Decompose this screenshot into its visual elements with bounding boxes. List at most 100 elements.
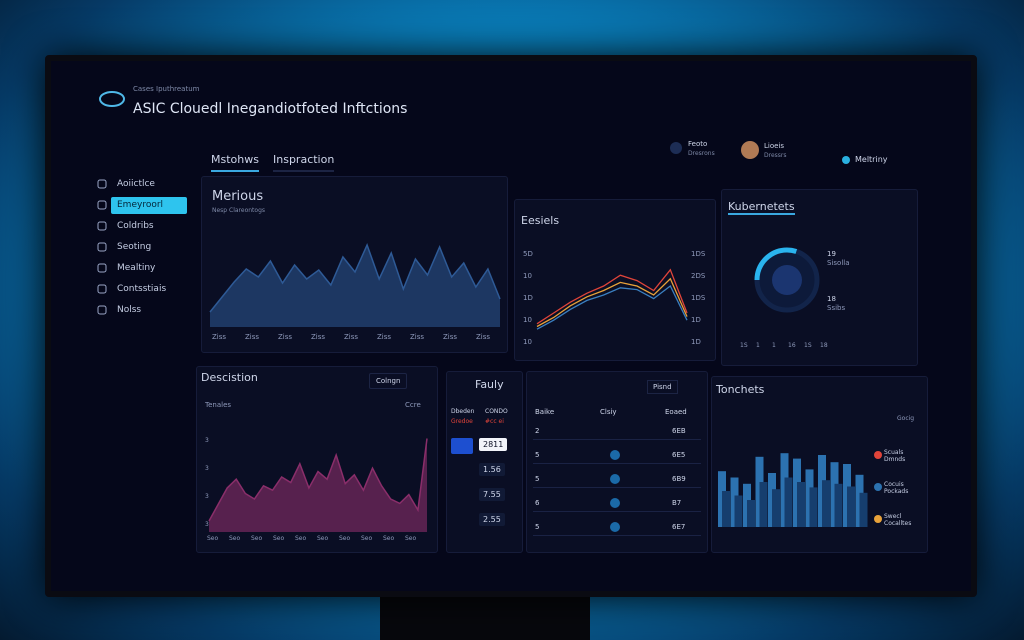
menu-icon (97, 305, 107, 315)
row-value: 2.55 (479, 513, 505, 526)
bar (809, 487, 818, 527)
chart (610, 498, 620, 508)
y-label: 5D (523, 250, 533, 258)
x-label: 18 (820, 342, 828, 349)
y-label: 10 (523, 316, 532, 324)
area (210, 245, 500, 327)
menu-item[interactable]: Mealtiny (117, 263, 156, 273)
row-icon (451, 438, 473, 454)
account-icon (842, 156, 850, 164)
y-label: 3 (205, 437, 209, 444)
row-line (533, 511, 701, 512)
menu-icon (97, 200, 107, 210)
x-label: 1S (804, 342, 812, 349)
y-label: 3 (205, 521, 209, 528)
chart (610, 522, 620, 532)
menu-icon (97, 179, 107, 189)
y-label: 1D (691, 316, 701, 324)
bar (822, 480, 830, 527)
cell: 5 (535, 475, 540, 483)
row-line (533, 463, 701, 464)
cell: 6E5 (672, 451, 686, 459)
line-series (536, 285, 688, 330)
panel-title: Fauly (475, 378, 504, 391)
x-label: Seo (251, 535, 263, 542)
app-title: ASIC Clouedl Inegandiotfoted Inftctions (133, 101, 408, 117)
bar (834, 483, 843, 527)
tab[interactable]: Inspraction (273, 153, 335, 172)
bar (772, 489, 780, 527)
panel-title: Merious (212, 189, 264, 204)
x-label: Ziss (278, 333, 293, 341)
chart (97, 284, 107, 294)
cell: 6EB (672, 427, 686, 435)
chart (874, 515, 882, 523)
chart (97, 263, 107, 273)
filter-button[interactable]: Colngn (369, 373, 408, 389)
row-line (533, 439, 701, 440)
chart (610, 474, 620, 484)
x-label: Ziss (443, 333, 458, 341)
chart (670, 142, 682, 154)
logo (99, 91, 125, 107)
y-label: 10 (523, 338, 532, 346)
bar (759, 482, 768, 527)
x-label: Ziss (212, 333, 227, 341)
chart (874, 451, 882, 459)
menu-item[interactable]: Coldribs (117, 221, 154, 231)
menu-icon (97, 221, 107, 231)
status-sub: Dresrons (688, 150, 715, 157)
description-panel: Descistion Colngn Tenales Ccre 3 3 3 3 Seo Seo Seo… (196, 366, 438, 553)
x-label: 1 (772, 342, 776, 349)
chart (718, 453, 868, 527)
stats-panel: Eesiels 5D 10 1D 10 10 1DS 2DS 1DS 1D 1D (514, 199, 716, 361)
menu-icon (97, 284, 107, 294)
row-line (533, 535, 701, 536)
menu-item[interactable]: Contsstiais (117, 284, 167, 294)
cell: 5 (535, 451, 540, 459)
bar (859, 492, 868, 527)
column-header: Baike (535, 408, 555, 416)
menu-item[interactable]: Aoiictlce (117, 179, 155, 189)
family-panel: Fauly Dbeden CONDO Gredoe #cc ei 2811 1.56 7.55… (446, 371, 523, 553)
legend-dot (874, 483, 882, 491)
note: Gocig (897, 415, 915, 422)
area (209, 438, 427, 532)
filter-button[interactable]: Pisnd (647, 380, 678, 394)
x-label: Seo (405, 535, 417, 542)
chart (208, 438, 428, 532)
row-value: 2811 (479, 438, 508, 451)
y-label: 1DS (691, 294, 706, 302)
row-icon (610, 498, 620, 508)
chart (99, 91, 125, 107)
menu-item[interactable]: Emeyroorl (117, 200, 164, 210)
menu-item[interactable]: Nolss (117, 305, 142, 315)
monitor-screen: Cases Iputhreatum ASIC Clouedl Inegandiot… (45, 55, 977, 597)
menu-item[interactable]: Seoting (117, 242, 152, 252)
cell: 6 (535, 499, 540, 507)
legend-item: Scuals Dmnds (884, 449, 906, 463)
row-value: 1.56 (479, 463, 505, 476)
x-label: Seo (383, 535, 395, 542)
row-icon (451, 463, 473, 479)
chart (97, 242, 107, 252)
tab[interactable]: Mstohws (211, 153, 259, 172)
row-icon (451, 513, 473, 529)
y-label: 2DS (691, 272, 706, 280)
column-header: Eoaed (665, 408, 687, 416)
panel-subtitle: Nesp Clareontogs (212, 207, 266, 214)
x-label: Seo (339, 535, 351, 542)
area-line (209, 242, 501, 313)
axis-label: Ccre (405, 401, 421, 409)
legend-item: Swecl Cocalltes (884, 513, 912, 527)
user-sub: Dressrs (764, 152, 787, 159)
chart (754, 247, 820, 313)
legend-dot (874, 515, 882, 523)
row-icon (610, 450, 620, 460)
y-label: 1D (523, 294, 533, 302)
k8s-logo (772, 265, 802, 295)
y-label: 3 (205, 465, 209, 472)
y-label: 1DS (691, 250, 706, 258)
x-label: Seo (295, 535, 307, 542)
account[interactable]: Meltriny (855, 155, 888, 164)
